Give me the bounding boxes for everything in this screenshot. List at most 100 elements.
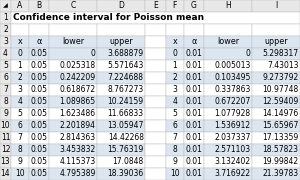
Bar: [97, 36, 145, 48]
Text: 15.76319: 15.76319: [107, 145, 144, 154]
Bar: [184, 96, 204, 108]
Text: 12.59409: 12.59409: [262, 98, 298, 107]
Bar: [204, 0, 252, 12]
Text: 4: 4: [3, 50, 8, 59]
Text: 5: 5: [172, 109, 177, 118]
Bar: [252, 84, 300, 96]
Bar: [0, 96, 11, 108]
Text: 2.201894: 2.201894: [60, 122, 96, 130]
Text: 2: 2: [172, 73, 177, 82]
Bar: [0, 168, 11, 180]
Bar: [166, 0, 184, 12]
Bar: [145, 36, 166, 48]
Text: 2.037337: 2.037337: [214, 134, 250, 143]
Text: 18.39036: 18.39036: [107, 170, 144, 179]
Text: 1: 1: [17, 62, 22, 71]
Text: 0.05: 0.05: [31, 62, 47, 71]
Text: 10.24159: 10.24159: [108, 98, 144, 107]
Text: 2.571103: 2.571103: [214, 145, 250, 154]
Text: C: C: [71, 1, 76, 10]
Text: 7.43013: 7.43013: [267, 62, 298, 71]
Text: 17.13359: 17.13359: [262, 134, 298, 143]
Text: 0.337863: 0.337863: [214, 86, 250, 94]
Text: 3: 3: [172, 86, 177, 94]
Bar: [29, 0, 49, 12]
Bar: [97, 168, 145, 180]
Bar: [97, 24, 145, 36]
Text: 13.05947: 13.05947: [107, 122, 144, 130]
Bar: [166, 132, 184, 144]
Text: 4.795389: 4.795389: [59, 170, 96, 179]
Bar: [0, 24, 11, 36]
Bar: [252, 24, 300, 36]
Bar: [252, 120, 300, 132]
Text: lower: lower: [217, 37, 239, 46]
Bar: [166, 108, 184, 120]
Text: 9: 9: [172, 158, 177, 166]
Text: 5: 5: [3, 62, 8, 71]
Bar: [97, 144, 145, 156]
Bar: [0, 48, 11, 60]
Bar: [11, 96, 29, 108]
Bar: [166, 156, 184, 168]
Bar: [11, 60, 29, 72]
Bar: [184, 84, 204, 96]
Text: 0.05: 0.05: [31, 109, 47, 118]
Text: 0.05: 0.05: [31, 122, 47, 130]
Bar: [166, 84, 184, 96]
Bar: [0, 0, 11, 12]
Bar: [145, 0, 166, 12]
Bar: [204, 24, 252, 36]
Bar: [145, 48, 166, 60]
Bar: [0, 108, 11, 120]
Text: α: α: [191, 37, 196, 46]
Bar: [49, 72, 97, 84]
Text: 2: 2: [17, 73, 22, 82]
Bar: [204, 156, 252, 168]
Bar: [11, 36, 29, 48]
Bar: [0, 156, 11, 168]
Text: 0.242209: 0.242209: [60, 73, 96, 82]
Bar: [29, 72, 49, 84]
Bar: [166, 36, 184, 48]
Bar: [49, 144, 97, 156]
Bar: [145, 72, 166, 84]
Bar: [29, 48, 49, 60]
Bar: [252, 36, 300, 48]
Text: 18.57823: 18.57823: [262, 145, 298, 154]
Bar: [184, 168, 204, 180]
Bar: [49, 36, 97, 48]
Bar: [0, 132, 11, 144]
Text: 0.01: 0.01: [185, 145, 202, 154]
Text: 1.077928: 1.077928: [214, 109, 250, 118]
Bar: [252, 72, 300, 84]
Bar: [184, 24, 204, 36]
Text: upper: upper: [110, 37, 133, 46]
Text: 3: 3: [17, 86, 22, 94]
Text: 7: 7: [172, 134, 177, 143]
Text: 4: 4: [17, 98, 22, 107]
Text: G: G: [191, 1, 197, 10]
Bar: [184, 156, 204, 168]
Text: 0: 0: [17, 50, 22, 59]
Text: 0.05: 0.05: [31, 170, 47, 179]
Text: 0.01: 0.01: [185, 134, 202, 143]
Text: ◢: ◢: [3, 3, 8, 8]
Text: 0: 0: [91, 50, 96, 59]
Text: I: I: [275, 1, 277, 10]
Text: 4: 4: [172, 98, 177, 107]
Bar: [145, 108, 166, 120]
Bar: [29, 144, 49, 156]
Bar: [0, 36, 11, 48]
Text: 21.39783: 21.39783: [262, 170, 298, 179]
Bar: [166, 144, 184, 156]
Bar: [184, 144, 204, 156]
Text: 7.224688: 7.224688: [108, 73, 144, 82]
Text: 0.01: 0.01: [185, 73, 202, 82]
Text: B: B: [37, 1, 42, 10]
Bar: [49, 132, 97, 144]
Text: 0.103495: 0.103495: [214, 73, 250, 82]
Text: 14: 14: [1, 170, 10, 179]
Text: 0.01: 0.01: [185, 50, 202, 59]
Bar: [252, 132, 300, 144]
